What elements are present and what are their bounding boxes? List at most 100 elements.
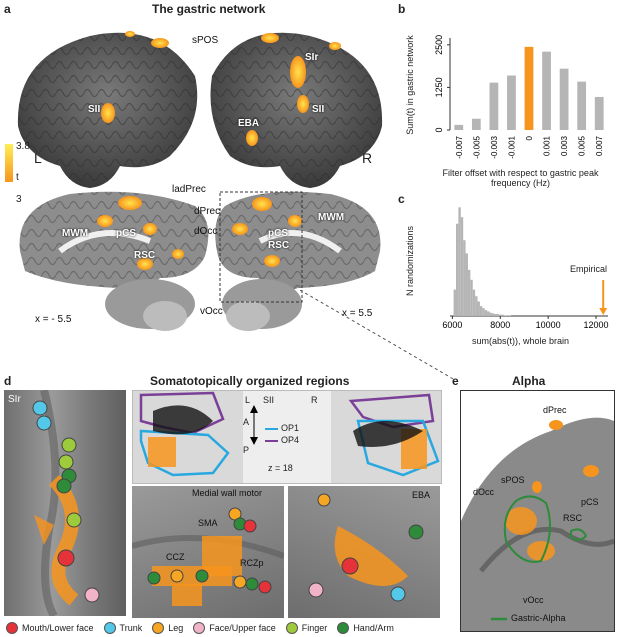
b-svg: 0 1250 2500 -0.007 -0.005 -0.003 -0.001 0 0.001 0… [434,35,604,159]
e-docc: dOcc [473,487,495,497]
c-bar [463,240,466,316]
c-bar [479,306,483,316]
b-xlabel: Filter offset with respect to gastric pe… [442,168,599,188]
slr-panel: SIr [4,390,126,616]
legend-item: Hand/Arm [337,622,394,634]
medial-wall-panel: Medial wall motor SMA CCZ RCZp [132,486,284,618]
e-vocc: vOcc [523,595,544,605]
legend-item: Trunk [103,622,142,634]
sii-p: P [243,445,250,455]
panel-b-label: b [398,2,406,16]
c-bar [499,314,502,316]
c-bar [470,279,473,316]
legend-swatch [193,622,206,634]
colorbar-label: t [16,172,19,183]
right-medial-brain [215,191,381,331]
label-x-right: x = 5.5 [342,308,373,319]
c-bar [489,312,492,316]
legend-item: Finger [285,622,328,634]
c-bar [508,315,512,316]
c-bar [475,296,478,316]
sii-r: R [311,395,318,405]
slr-label: SIr [8,394,21,405]
c-bar [482,308,485,316]
c-xtick-label: 6000 [442,320,462,330]
b-bar [559,68,569,130]
c-bar [501,314,504,316]
legend-swatch [285,622,298,634]
label-rsc-right: RSC [268,240,290,251]
sii-l: L [245,395,251,405]
sii-z: z = 18 [268,463,293,473]
label-sii-right: SII [312,104,325,115]
b-bar [577,81,587,130]
alpha-panel: dPrec sPOS pCS dOcc RSC vOcc Gastric-Alp… [460,390,615,632]
b-xtick-label: 0 [525,135,534,140]
label-rsc-left: RSC [134,250,156,261]
label-l: L [34,150,42,166]
left-lateral-brain [17,31,198,189]
label-pcs-left: pCS [116,228,136,239]
legend-item: Face/Upper face [193,622,276,634]
panel-d-label: d [4,374,12,388]
label-eba-d: EBA [412,490,431,500]
e-legend: Gastric-Alpha [511,613,566,623]
c-svg: 6000 8000 10000 12000 [442,207,609,330]
e-spos: sPOS [501,475,525,485]
label-ladprec: ladPrec [172,184,206,195]
colorbar-min: 3 [16,194,22,205]
legend-label: Finger [301,623,328,633]
b-xtick-label: -0.007 [455,135,464,158]
e-rsc: RSC [563,513,583,523]
sii-op1: OP1 [281,423,300,433]
c-bar [496,314,500,316]
sii-a: A [243,417,250,427]
c-bar [467,269,471,316]
connector-line [300,290,456,381]
label-sii-left: SII [88,104,101,115]
panel-e-label: e [452,374,459,388]
medial-wall-title: Medial wall motor [192,488,263,498]
c-bar [465,253,468,316]
b-xtick-label: -0.003 [490,135,499,158]
c-bar [458,207,461,316]
b-xtick-label: 0.003 [560,135,569,156]
panel-e-title: Alpha [512,374,546,388]
label-eba: EBA [238,118,260,129]
label-pcs-right: pCS [268,228,288,239]
c-bar [506,315,509,316]
b-xtick-label: 0.001 [543,135,552,156]
colorbar [5,144,13,182]
b-bar [542,51,551,130]
legend-swatch [337,622,350,634]
c-xlabel: sum(abs(t)), whole brain [471,336,570,346]
panel-c-chart: N randomizations 6000 8000 10000 12000 sum(… [398,196,613,361]
b-bar [454,124,464,130]
panel-a-title: The gastric network [152,2,266,16]
b-bar [524,46,534,130]
label-rczp: RCZp [240,558,264,568]
c-bar [453,289,456,316]
label-r: R [362,150,373,166]
c-bar [472,289,476,316]
panel-d-title: Somatotopically organized regions [150,374,350,388]
b-bar [489,82,499,130]
sii-panel: SII L R A P OP1 OP4 z = 18 [132,390,442,484]
b-bar [594,96,604,130]
label-sma: SMA [198,518,218,528]
label-spos: sPOS [192,35,219,46]
legend-label: Leg [168,623,184,633]
c-bar [491,313,495,316]
c-empirical-arrowhead [599,308,608,315]
c-bar [503,315,507,316]
legend-swatch [152,622,165,634]
b-ytick-label: 0 [434,127,444,132]
eba-panel: EBA [288,486,440,618]
legend-item: Mouth/Lower face [6,622,94,634]
label-dprec: dPrec [194,206,221,217]
label-vocc: vOcc [200,306,223,317]
legend-label: Mouth/Lower face [22,623,94,633]
b-ytick-label: 1250 [434,77,444,97]
c-bar [477,301,480,316]
c-xtick-label: 8000 [490,320,510,330]
